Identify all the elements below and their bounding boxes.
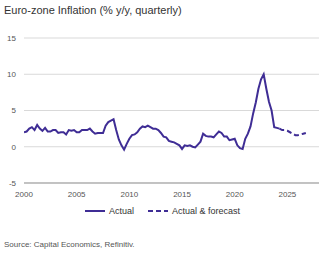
html-text:Euro-zone Inflation (% y/y, qu: Euro-zone Inflation (% y/y, quarterly) <box>4 4 182 16</box>
svg-text:10: 10 <box>8 70 17 79</box>
svg-text:2000: 2000 <box>15 190 33 199</box>
svg-text:2010: 2010 <box>120 190 138 199</box>
svg-text:2020: 2020 <box>226 190 244 199</box>
html-text:Actual & forecast: Actual & forecast <box>172 206 240 216</box>
svg-text:2005: 2005 <box>68 190 86 199</box>
svg-text:2025: 2025 <box>278 190 296 199</box>
svg-text:5: 5 <box>12 106 17 115</box>
svg-text:2015: 2015 <box>173 190 191 199</box>
html-text:Source: Capital Economics, Ref: Source: Capital Economics, Refinitiv. <box>4 240 135 249</box>
svg-text:-5: -5 <box>9 179 17 188</box>
html-text:Actual: Actual <box>109 206 134 216</box>
svg-text:0: 0 <box>12 143 17 152</box>
svg-text:15: 15 <box>8 34 17 43</box>
